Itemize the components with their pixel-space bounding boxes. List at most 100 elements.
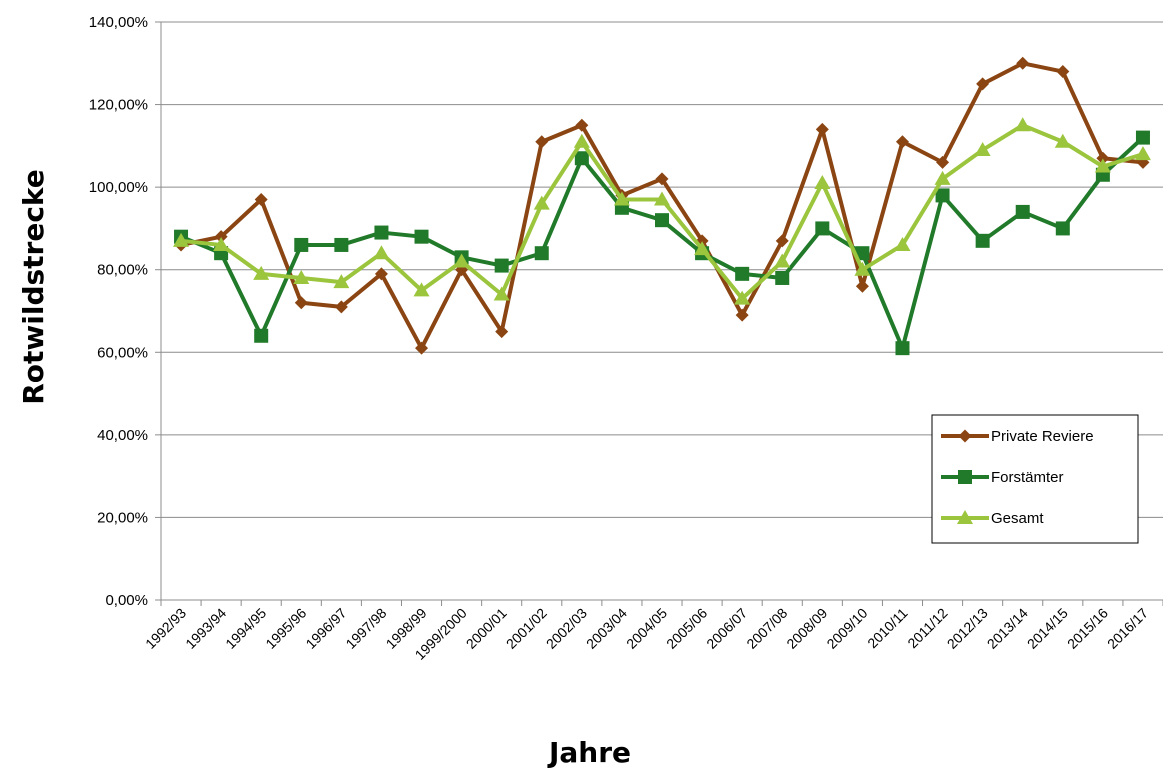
legend-items: Private Reviere Forstämter Gesamt [941, 428, 1094, 527]
legend-swatch-marker [958, 429, 972, 443]
data-point-forst-mter [374, 225, 389, 240]
data-point-gesamt [934, 170, 951, 185]
data-point-gesamt [173, 232, 190, 247]
x-tick-label: 2016/17 [1104, 605, 1151, 652]
data-point-private-reviere [254, 193, 268, 207]
data-point-gesamt [894, 236, 911, 251]
data-point-private-reviere [855, 279, 869, 293]
x-tick-label: 2005/06 [663, 605, 710, 652]
x-tick-label: 1997/98 [342, 605, 389, 652]
legend-label: Forstämter [991, 469, 1064, 486]
data-point-private-reviere [575, 118, 589, 132]
data-point-forst-mter [574, 151, 589, 166]
data-point-gesamt [453, 253, 470, 268]
data-point-gesamt [774, 253, 791, 268]
data-point-gesamt [213, 236, 230, 251]
data-point-gesamt [253, 265, 270, 280]
y-tick-label: 140,00% [89, 14, 148, 31]
data-point-gesamt [1054, 133, 1071, 148]
data-point-gesamt [1094, 158, 1111, 173]
data-point-gesamt [1134, 146, 1151, 161]
series-gesamt [173, 117, 1151, 305]
data-point-gesamt [974, 141, 991, 156]
y-tick-label: 80,00% [97, 262, 148, 279]
data-point-forst-mter [254, 328, 269, 343]
x-tick-label: 1996/97 [302, 605, 349, 652]
x-tick-label: 2008/09 [783, 605, 830, 652]
data-point-forst-mter [975, 233, 990, 248]
data-point-private-reviere [735, 308, 749, 322]
series-line-gesamt [180, 123, 1144, 301]
y-tick-label: 60,00% [97, 344, 148, 361]
x-tick-label: 2004/05 [623, 605, 670, 652]
data-point-private-reviere [374, 267, 388, 281]
data-point-private-reviere [415, 341, 429, 355]
data-point-gesamt [373, 245, 390, 260]
data-point-forst-mter [895, 341, 910, 356]
x-tick-label: 2000/01 [463, 605, 510, 652]
data-point-forst-mter [534, 246, 549, 261]
data-point-gesamt [333, 274, 350, 289]
x-tick-label: 2002/03 [543, 605, 590, 652]
data-point-gesamt [573, 133, 590, 148]
data-point-gesamt [1014, 117, 1031, 132]
grid-lines [161, 21, 1163, 518]
data-point-forst-mter [414, 229, 429, 244]
data-point-private-reviere [214, 230, 228, 244]
axes [155, 21, 1163, 606]
series-private-reviere [174, 56, 1150, 355]
x-tick-label: 2003/04 [583, 605, 630, 652]
data-point-forst-mter [735, 266, 750, 281]
x-tick-label: 1995/96 [262, 605, 309, 652]
data-point-forst-mter [494, 258, 509, 273]
data-point-gesamt [734, 290, 751, 305]
data-point-forst-mter [294, 237, 309, 252]
x-tick-label: 2013/14 [984, 605, 1031, 652]
data-point-private-reviere [535, 135, 549, 149]
x-tick-labels: 1992/931993/941994/951995/961996/971997/… [142, 605, 1151, 663]
data-point-gesamt [613, 191, 630, 206]
data-point-private-reviere [655, 172, 669, 186]
data-point-gesamt [814, 175, 831, 190]
series-lines [173, 56, 1151, 356]
x-tick-label: 1993/94 [182, 605, 229, 652]
legend: Private Reviere Forstämter Gesamt [931, 414, 1139, 544]
legend-label: Private Reviere [991, 428, 1094, 445]
data-point-private-reviere [1096, 151, 1110, 165]
y-tick-label: 120,00% [89, 97, 148, 114]
data-point-gesamt [854, 261, 871, 276]
y-tick-label: 100,00% [89, 179, 148, 196]
data-point-forst-mter [655, 213, 669, 228]
data-point-private-reviere [936, 155, 950, 169]
data-point-private-reviere [1016, 56, 1030, 70]
legend-swatch-marker [958, 470, 972, 484]
y-axis-title: Rotwildstrecke [17, 169, 50, 405]
x-tick-label: 2015/16 [1064, 605, 1111, 652]
x-tick-label: 2011/12 [904, 605, 951, 652]
data-point-forst-mter [815, 221, 830, 236]
x-tick-label: 2007/08 [743, 605, 790, 652]
x-tick-label: 2001/02 [503, 605, 550, 652]
data-point-private-reviere [495, 325, 509, 339]
series-line-forst-mter [180, 136, 1145, 351]
data-point-gesamt [533, 195, 550, 210]
y-tick-labels: 0,00% 20,00% 40,00% 60,00% 80,00% 100,00% 120,… [89, 14, 148, 609]
x-tick-label: 1994/95 [222, 605, 269, 652]
series-line-private-reviere [180, 61, 1144, 351]
data-point-private-reviere [1056, 65, 1070, 79]
data-point-private-reviere [775, 234, 789, 248]
x-tick-label: 1992/93 [142, 605, 189, 652]
data-point-forst-mter [334, 237, 349, 252]
data-point-private-reviere [294, 296, 308, 310]
data-point-forst-mter [775, 270, 790, 285]
data-point-gesamt [413, 282, 430, 297]
data-point-forst-mter [855, 246, 870, 261]
data-point-forst-mter [1015, 204, 1030, 219]
y-tick-label: 40,00% [97, 427, 148, 444]
x-tick-label: 2012/13 [944, 605, 991, 652]
data-point-forst-mter [1135, 130, 1150, 145]
data-point-gesamt [493, 286, 510, 301]
data-point-private-reviere [895, 135, 909, 149]
data-point-gesamt [293, 269, 310, 284]
y-tick-label: 20,00% [97, 509, 148, 526]
